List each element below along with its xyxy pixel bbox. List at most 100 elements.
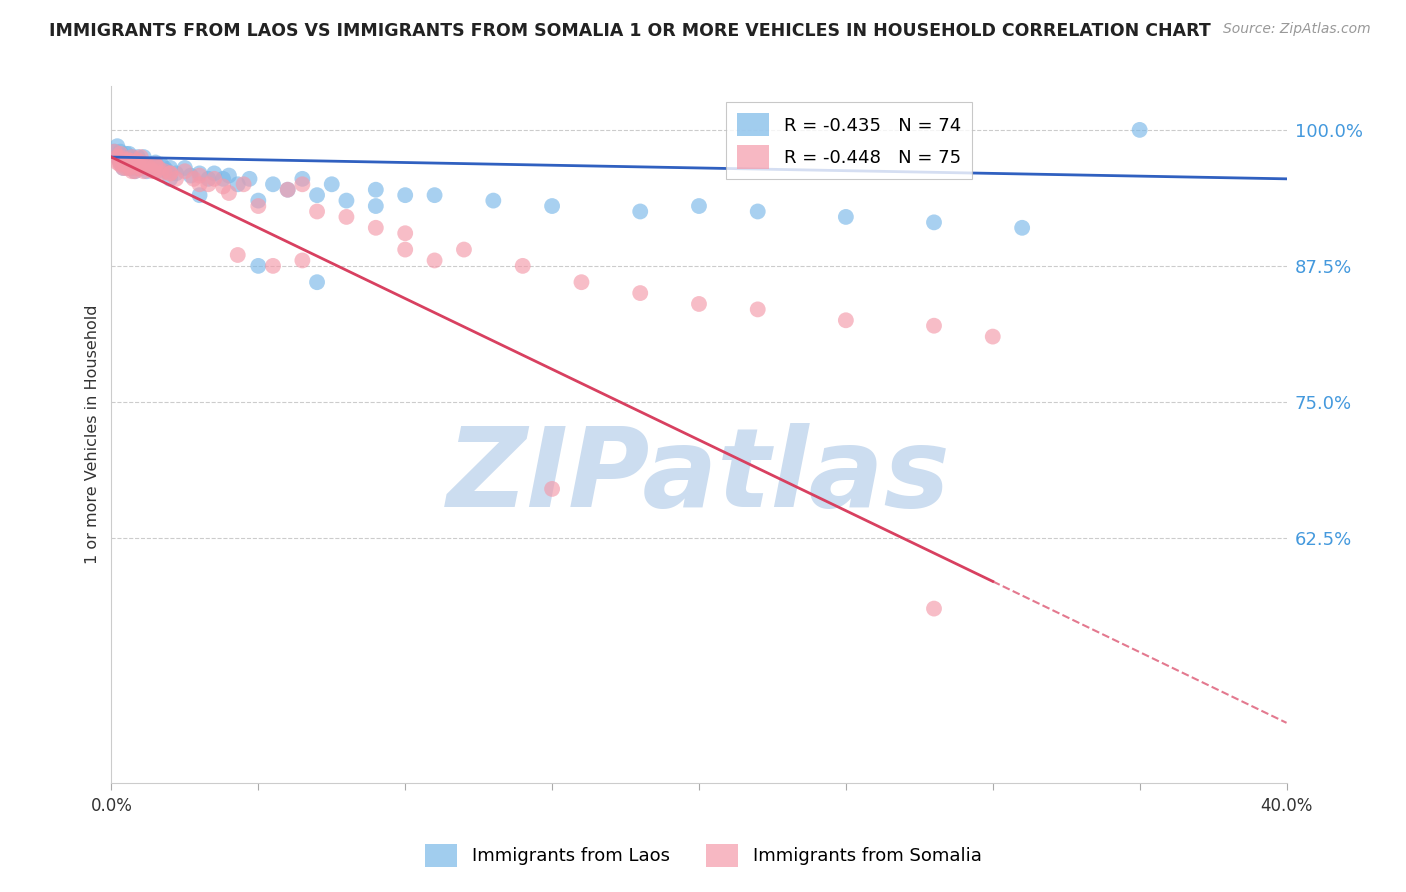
- Point: [118, 153, 141, 168]
- Point: [173, 164, 195, 178]
- Point: [212, 179, 235, 194]
- Point: [747, 204, 769, 219]
- Point: [112, 153, 135, 168]
- Point: [129, 150, 152, 164]
- Point: [159, 166, 181, 180]
- Point: [121, 150, 143, 164]
- Point: [121, 155, 143, 169]
- Point: [138, 161, 160, 175]
- Point: [688, 297, 710, 311]
- Point: [153, 164, 176, 178]
- Point: [277, 183, 299, 197]
- Point: [110, 145, 132, 159]
- Point: [247, 199, 270, 213]
- Point: [423, 188, 446, 202]
- Point: [148, 164, 170, 178]
- Point: [394, 226, 416, 240]
- Point: [394, 243, 416, 257]
- Point: [105, 139, 128, 153]
- Point: [202, 171, 225, 186]
- Point: [212, 171, 235, 186]
- Point: [110, 155, 132, 169]
- Point: [118, 161, 141, 175]
- Point: [232, 178, 254, 192]
- Point: [247, 259, 270, 273]
- Point: [118, 161, 141, 175]
- Point: [922, 215, 945, 229]
- Point: [121, 150, 143, 164]
- Point: [129, 161, 152, 175]
- Point: [747, 302, 769, 317]
- Point: [124, 164, 146, 178]
- Point: [165, 166, 187, 180]
- Point: [115, 158, 138, 172]
- Point: [1129, 123, 1152, 137]
- Point: [124, 158, 146, 172]
- Point: [145, 161, 167, 175]
- Point: [188, 166, 211, 180]
- Point: [541, 199, 564, 213]
- Point: [180, 169, 202, 183]
- Point: [127, 161, 149, 175]
- Point: [110, 150, 132, 164]
- Point: [226, 178, 249, 192]
- Point: [129, 161, 152, 175]
- Point: [110, 150, 132, 164]
- Point: [112, 150, 135, 164]
- Point: [197, 178, 219, 192]
- Point: [247, 194, 270, 208]
- Point: [202, 166, 225, 180]
- Point: [115, 153, 138, 168]
- Point: [165, 171, 187, 186]
- Point: [112, 155, 135, 169]
- Point: [307, 275, 329, 289]
- Point: [394, 188, 416, 202]
- Point: [628, 286, 651, 301]
- Text: Source: ZipAtlas.com: Source: ZipAtlas.com: [1223, 22, 1371, 37]
- Point: [127, 161, 149, 175]
- Point: [127, 150, 149, 164]
- Point: [132, 158, 155, 172]
- Point: [226, 248, 249, 262]
- Text: ZIPatlas: ZIPatlas: [447, 423, 950, 530]
- Point: [262, 178, 284, 192]
- Point: [183, 171, 205, 186]
- Point: [922, 318, 945, 333]
- Point: [145, 158, 167, 172]
- Point: [364, 220, 387, 235]
- Point: [115, 146, 138, 161]
- Point: [364, 199, 387, 213]
- Point: [541, 482, 564, 496]
- Point: [132, 164, 155, 178]
- Point: [159, 171, 181, 186]
- Point: [115, 161, 138, 175]
- Point: [110, 146, 132, 161]
- Point: [981, 329, 1004, 343]
- Point: [188, 178, 211, 192]
- Point: [135, 164, 157, 178]
- Point: [115, 158, 138, 172]
- Point: [512, 259, 534, 273]
- Point: [132, 150, 155, 164]
- Point: [103, 145, 125, 159]
- Legend: R = -0.435   N = 74, R = -0.448   N = 75: R = -0.435 N = 74, R = -0.448 N = 75: [725, 103, 972, 179]
- Point: [124, 158, 146, 172]
- Point: [835, 210, 858, 224]
- Point: [121, 161, 143, 175]
- Point: [121, 164, 143, 178]
- Point: [218, 186, 240, 200]
- Legend: Immigrants from Laos, Immigrants from Somalia: Immigrants from Laos, Immigrants from So…: [418, 837, 988, 874]
- Point: [188, 188, 211, 202]
- Point: [159, 161, 181, 175]
- Point: [124, 155, 146, 169]
- Point: [150, 158, 173, 172]
- Point: [121, 158, 143, 172]
- Point: [291, 178, 314, 192]
- Point: [571, 275, 593, 289]
- Point: [103, 145, 125, 159]
- Point: [291, 171, 314, 186]
- Point: [307, 188, 329, 202]
- Point: [105, 155, 128, 169]
- Point: [124, 164, 146, 178]
- Point: [148, 161, 170, 175]
